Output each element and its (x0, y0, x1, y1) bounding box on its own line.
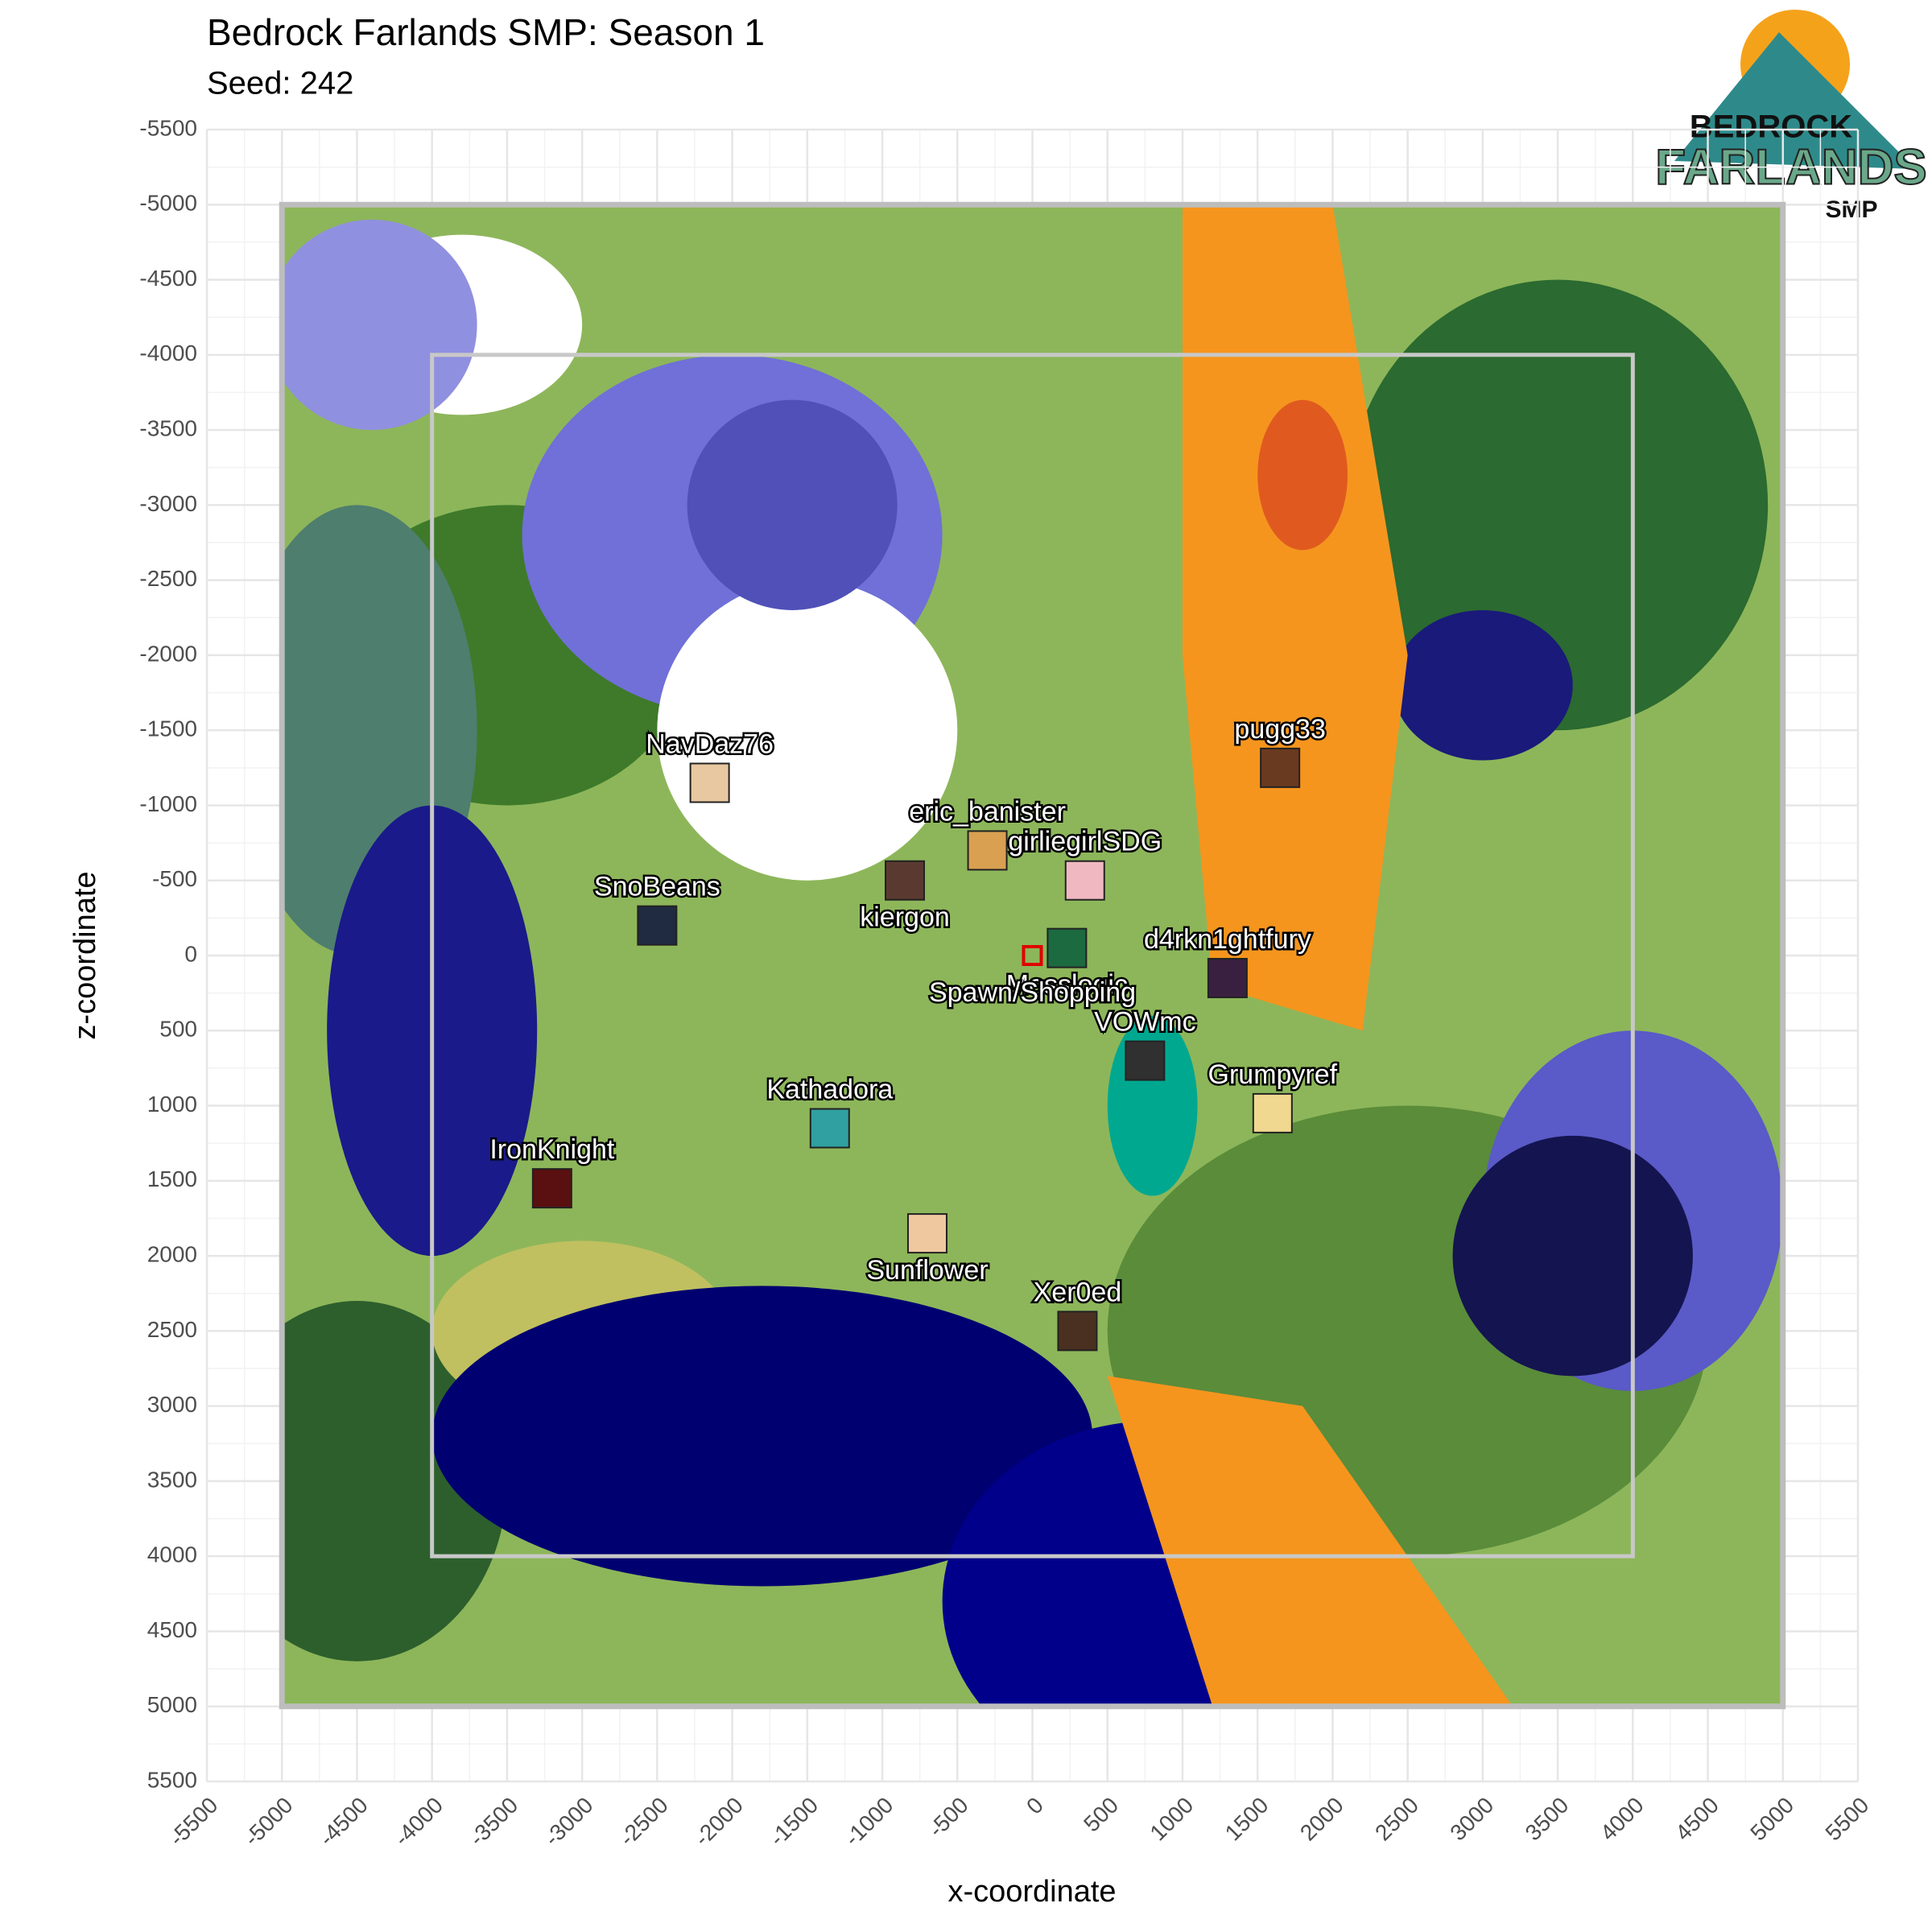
y-tick-label: 1000 (147, 1092, 197, 1117)
x-tick-label: -2000 (689, 1793, 748, 1852)
x-tick-label: -4500 (314, 1793, 373, 1852)
player-marker (1207, 957, 1248, 998)
y-tick-label: 3500 (147, 1467, 197, 1492)
logo: BEDROCK FARLANDS SMP (1654, 10, 1928, 223)
y-tick-label: 1500 (147, 1166, 197, 1191)
y-tick-label: -3500 (139, 415, 197, 440)
x-tick-label: 500 (1079, 1793, 1123, 1837)
y-tick-label: 5000 (147, 1692, 197, 1717)
y-tick-label: 3000 (147, 1392, 197, 1417)
map-region (431, 1286, 1093, 1587)
x-tick-label: 2000 (1295, 1793, 1348, 1846)
x-tick-label: -1000 (840, 1793, 898, 1852)
logo-text: SMP (1825, 196, 1877, 223)
point-label: Sunflower (866, 1255, 988, 1286)
x-tick-label: 4000 (1596, 1793, 1649, 1846)
x-tick-label: 3500 (1521, 1793, 1574, 1846)
map-region (1452, 1135, 1693, 1377)
y-tick-label: -500 (152, 866, 197, 891)
chart-subtitle: Seed: 242 (207, 66, 353, 101)
point-label: girliegirlSDG (1008, 827, 1162, 857)
map-region (1182, 204, 1408, 1031)
y-tick-label: 2000 (147, 1241, 197, 1266)
y-axis-label: z-coordinate (68, 871, 102, 1039)
point-label: eric_banister (909, 796, 1066, 827)
x-tick-label: 5000 (1745, 1793, 1798, 1846)
y-tick-label: -2500 (139, 566, 197, 591)
player-marker (1125, 1040, 1166, 1081)
y-tick-label: 500 (159, 1017, 197, 1042)
y-tick-label: -1000 (139, 791, 197, 816)
y-tick-label: 4500 (147, 1617, 197, 1642)
map-region (282, 219, 477, 431)
player-marker (885, 860, 926, 901)
x-tick-label: -500 (923, 1793, 973, 1843)
x-tick-label: 2500 (1370, 1793, 1423, 1846)
x-axis-label: x-coordinate (947, 1875, 1116, 1909)
x-tick-label: -4000 (390, 1793, 448, 1852)
point-label: kiergon (860, 902, 950, 933)
point-label: IronKnight (489, 1134, 615, 1165)
point-label: SnoBeans (594, 872, 720, 902)
y-tick-label: -1500 (139, 716, 197, 741)
chart-title: Bedrock Farlands SMP: Season 1 (207, 11, 765, 53)
x-tick-label: 1000 (1145, 1793, 1198, 1846)
y-tick-label: -3000 (139, 491, 197, 516)
world-border (279, 201, 1786, 1710)
player-marker (1064, 860, 1105, 901)
point-label: pugg33 (1234, 714, 1325, 745)
y-tick-label: 2500 (147, 1317, 197, 1342)
player-marker (1022, 945, 1043, 966)
x-tick-label: 5500 (1820, 1793, 1873, 1846)
x-tick-label: -1500 (765, 1793, 824, 1852)
player-marker (809, 1108, 850, 1149)
player-marker (689, 762, 730, 803)
x-tick-label: 0 (1022, 1793, 1048, 1819)
y-tick-label: -5500 (139, 115, 197, 140)
player-marker (531, 1168, 572, 1209)
map-region (657, 580, 958, 881)
point-label: Kathadora (766, 1075, 893, 1105)
point-label: VOWmc (1094, 1007, 1196, 1038)
point-label: d4rkn1ghtfury (1144, 924, 1311, 955)
player-marker (1260, 747, 1301, 788)
player-marker (1046, 927, 1088, 968)
y-tick-label: -4000 (139, 341, 197, 365)
map-region (1257, 399, 1348, 551)
logo-mountain (1674, 32, 1916, 169)
player-marker (967, 830, 1008, 871)
y-tick-label: 0 (184, 941, 197, 966)
x-tick-label: -5500 (164, 1793, 223, 1852)
point-label: Mosslogic (1006, 970, 1128, 1001)
player-marker (906, 1213, 947, 1254)
map-region (1107, 1376, 1513, 1707)
point-label: Grumpyref (1208, 1059, 1338, 1090)
logo-text: BEDROCK (1690, 109, 1852, 145)
y-tick-label: -5000 (139, 191, 197, 216)
x-tick-label: -2500 (614, 1793, 673, 1852)
map-region (687, 399, 898, 610)
y-tick-label: 4000 (147, 1542, 197, 1567)
y-tick-label: -2000 (139, 641, 197, 666)
map-region (1392, 609, 1573, 761)
inner-border (430, 353, 1635, 1558)
player-marker (637, 905, 678, 946)
point-label: Spawn/Shopping (929, 977, 1136, 1008)
x-tick-label: 4500 (1670, 1793, 1724, 1846)
x-tick-label: -5000 (239, 1793, 298, 1852)
point-label: Xer0ed (1034, 1277, 1122, 1307)
y-tick-label: 5500 (147, 1767, 197, 1792)
point-label: NavDaz76 (646, 729, 774, 759)
x-tick-label: -3000 (539, 1793, 598, 1852)
y-tick-label: -4500 (139, 266, 197, 291)
x-tick-label: 3000 (1445, 1793, 1498, 1846)
player-marker (1252, 1092, 1293, 1133)
x-tick-label: -3500 (464, 1793, 523, 1852)
x-tick-label: 1500 (1220, 1793, 1274, 1846)
player-marker (1057, 1311, 1098, 1352)
